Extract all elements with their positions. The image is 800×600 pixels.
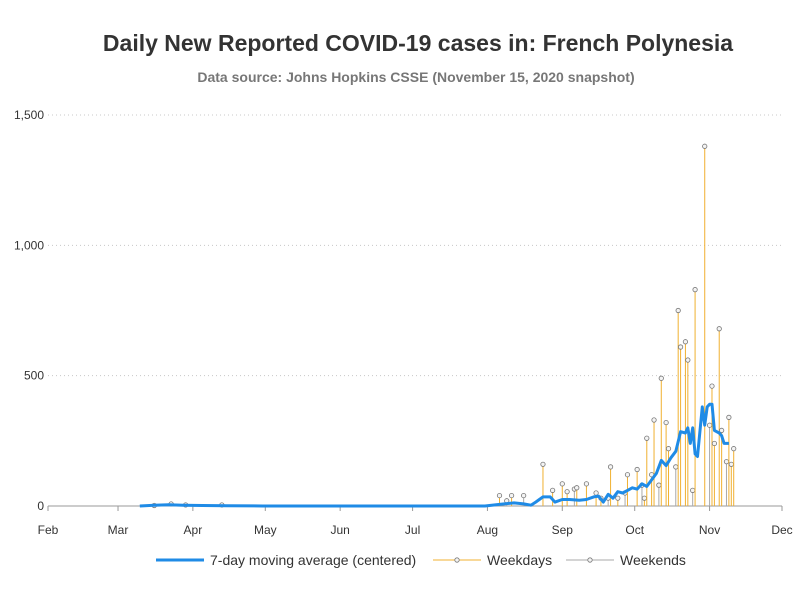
y-tick-label: 0 xyxy=(37,499,44,513)
weekday-point xyxy=(663,419,669,426)
chart-title: Daily New Reported COVID-19 cases in: Fr… xyxy=(102,30,734,56)
x-axis: Feb Mar Apr May Jun Jul Aug Sep Oct Nov Dec xyxy=(38,505,793,537)
legend: 7-day moving average (centered) Weekdays W… xyxy=(156,552,686,568)
weekend-point xyxy=(690,487,696,493)
weekday-point xyxy=(559,481,565,487)
weekday-point xyxy=(574,485,580,491)
weekday-point xyxy=(692,287,698,293)
weekday-point xyxy=(677,344,684,350)
weekday-point xyxy=(665,446,672,452)
weekday-point xyxy=(583,481,590,487)
x-tick-label: Apr xyxy=(184,523,203,537)
y-tick-label: 500 xyxy=(24,369,44,383)
weekday-point xyxy=(508,492,515,499)
legend-marker-weekdays xyxy=(454,557,460,563)
legend-label: Weekends xyxy=(620,552,686,568)
x-tick-label: Jul xyxy=(405,523,420,537)
legend-marker-weekends xyxy=(587,557,593,563)
weekdays-series xyxy=(496,143,737,506)
weekday-point xyxy=(641,495,647,501)
weekday-point xyxy=(496,492,503,499)
weekday-point xyxy=(593,490,599,496)
moving-average-series xyxy=(139,402,729,508)
x-tick-label: Sep xyxy=(552,523,574,537)
grid xyxy=(48,114,782,377)
weekend-point xyxy=(673,464,679,470)
weekend-point xyxy=(706,422,713,428)
weekend-point xyxy=(656,482,662,488)
weekday-point xyxy=(658,375,664,381)
weekday-point xyxy=(726,414,732,420)
weekends-series xyxy=(151,422,730,509)
weekday-point xyxy=(607,464,614,470)
weekday-point xyxy=(716,326,722,332)
weekday-point xyxy=(550,487,556,493)
weekday-point xyxy=(615,495,621,501)
legend-label: 7-day moving average (centered) xyxy=(210,552,416,568)
weekday-point xyxy=(728,461,734,467)
y-tick-label: 1,500 xyxy=(14,108,44,122)
x-tick-label: Jun xyxy=(330,523,349,537)
y-axis: 0 500 1,000 1,500 xyxy=(14,108,44,513)
weekday-point xyxy=(731,446,737,452)
weekday-point xyxy=(719,427,725,434)
weekday-point xyxy=(651,417,657,423)
chart-subtitle: Data source: Johns Hopkins CSSE (Novembe… xyxy=(197,69,635,85)
x-tick-label: Oct xyxy=(625,523,644,537)
legend-label: Weekdays xyxy=(487,552,552,568)
weekend-point xyxy=(521,492,527,499)
weekday-point xyxy=(682,339,689,345)
weekday-point xyxy=(685,357,691,363)
weekend-point xyxy=(723,459,730,465)
x-tick-label: Aug xyxy=(477,523,498,537)
weekday-point xyxy=(564,489,570,495)
weekday-point xyxy=(675,307,681,314)
weekday-point xyxy=(540,461,546,467)
x-tick-label: Mar xyxy=(108,523,129,537)
moving-average-line xyxy=(139,402,729,508)
x-tick-label: Nov xyxy=(699,523,720,537)
y-tick-label: 1,000 xyxy=(14,238,44,252)
x-tick-label: May xyxy=(254,523,277,537)
weekday-point xyxy=(624,472,631,478)
x-tick-label: Dec xyxy=(771,523,792,537)
weekday-point xyxy=(644,435,650,441)
weekday-point xyxy=(711,440,717,447)
weekday-point xyxy=(634,466,640,473)
x-tick-label: Feb xyxy=(38,523,59,537)
weekday-point xyxy=(702,143,708,149)
weekday-point xyxy=(709,383,715,389)
